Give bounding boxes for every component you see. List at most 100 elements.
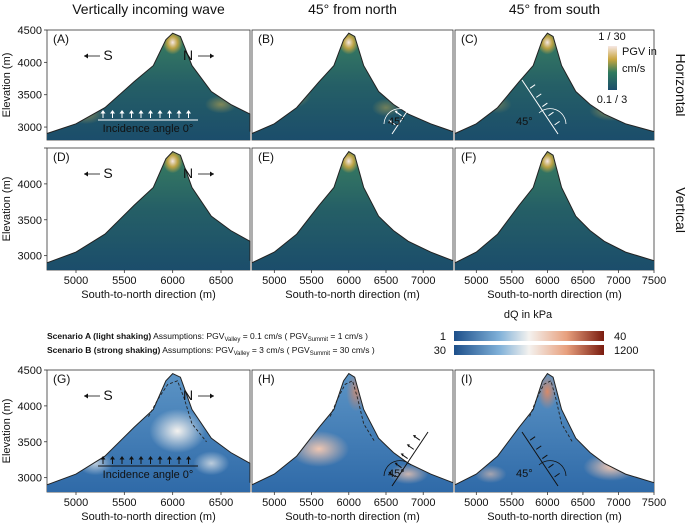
scenario-legend: Scenario A (light shaking) Assumptions: … [47, 331, 375, 357]
wave-arrowhead [157, 110, 163, 114]
wave-arrow [542, 454, 548, 459]
x-tick-label: 6500 [571, 497, 595, 509]
wave-arrowhead [412, 435, 416, 439]
y-tick-label: 3500 [18, 90, 42, 102]
panel-letter-label: (B) [258, 32, 274, 46]
wave-arrowhead [176, 456, 182, 460]
y-tick-label: 4000 [18, 401, 42, 413]
panel-a: (A) 3000 3500 4000 4500 Elevation (m) S N Incide… [1, 25, 251, 141]
panel-letter-label: (G) [53, 372, 70, 386]
y-tick-label: 3500 [18, 215, 42, 227]
angle-label: 45° [388, 116, 405, 128]
terrain-outline [46, 150, 251, 264]
wave-arrowhead [394, 462, 398, 466]
x-tick-label: 5000 [64, 497, 88, 509]
terrain-outline [454, 32, 655, 134]
x-tick-label: 5500 [500, 275, 524, 287]
dq-bar-scenario-a [454, 331, 604, 341]
dq-b-max: 1200 [614, 345, 638, 357]
x-tick-label: 5500 [299, 497, 323, 509]
wave-arrow [548, 463, 554, 469]
panel-letter-label: (E) [258, 150, 274, 164]
y-tick-label: 3500 [18, 437, 42, 449]
dq-a-max: 40 [614, 331, 626, 343]
panel-letter-label: (C) [461, 32, 478, 46]
south-label: S [103, 387, 112, 403]
wave-arrow [390, 472, 396, 478]
wave-arrowhead [186, 456, 191, 460]
terrain-outline [46, 32, 251, 134]
wave-arrow [408, 93, 415, 98]
x-axis-label: South-to-north direction (m) [81, 289, 216, 301]
x-tick-label: 7000 [606, 497, 630, 509]
wave-arrow [390, 120, 396, 126]
x-axis-label: South-to-north direction (m) [81, 511, 216, 523]
panel-letter-label: (F) [461, 150, 476, 164]
x-tick-label: 5000 [64, 275, 88, 287]
terrain-outline [454, 150, 655, 264]
wave-arrow [554, 472, 560, 478]
wave-arrowhead [388, 471, 392, 475]
x-tick-label: 6000 [337, 275, 361, 287]
angle-label: 45° [516, 116, 533, 128]
wave-arrowhead [186, 110, 191, 114]
y-axis-label: Elevation (m) [1, 53, 13, 118]
x-tick-label: 5000 [464, 275, 488, 287]
wavefront-line [521, 79, 559, 135]
row-label-horizontal: Horizontal [673, 53, 685, 116]
x-axis-label: South-to-north direction (m) [285, 511, 420, 523]
x-tick-label: 5000 [464, 497, 488, 509]
x-tick-label: 6000 [160, 497, 184, 509]
wave-arrowhead [129, 110, 134, 114]
dq-bar-scenario-b [454, 345, 604, 355]
y-tick-label: 4000 [18, 179, 42, 191]
y-tick-label: 4000 [18, 57, 42, 69]
south-label: S [103, 47, 112, 63]
wave-arrow [396, 463, 402, 469]
wave-arrowhead [406, 92, 410, 96]
dq-low-zone [193, 451, 230, 476]
south-arrowhead [84, 171, 88, 177]
wave-arrowhead [119, 456, 125, 460]
dq-high-zone [388, 464, 429, 485]
terrain-outline [251, 150, 454, 264]
panel-g: (G) 3000 3500 4000 4500 Elevation (m) 5000 5500… [1, 365, 251, 523]
row-label-vertical: Vertical [673, 187, 685, 233]
wave-arrowhead [100, 456, 106, 460]
south-arrowhead [84, 393, 88, 399]
angle-arc [383, 108, 412, 125]
panel-letter-label: (I) [461, 372, 472, 386]
incidence-label: Incidence angle 0° [103, 469, 194, 481]
scenario-a: Scenario A (light shaking) Assumptions: … [47, 331, 368, 343]
dq-legend-title: dQ in kPa [504, 309, 553, 321]
x-tick-label: 6000 [535, 275, 559, 287]
x-tick-label: 5500 [112, 275, 136, 287]
north-arrowhead [210, 171, 214, 177]
wave-arrow [542, 102, 548, 107]
dq-a-min: 1 [440, 331, 446, 343]
dq-high-zone [537, 373, 558, 410]
pgv-legend-bottom: 0.1 / 3 [597, 94, 628, 106]
dq-b-min: 30 [434, 345, 446, 357]
wave-arrowhead [110, 456, 115, 460]
terrain-outline [454, 372, 655, 486]
wave-arrow [396, 111, 402, 117]
x-tick-label: 5000 [262, 497, 286, 509]
wave-arrowhead [148, 456, 153, 460]
panel-b: (B) 45° [251, 29, 454, 141]
angle-arc [538, 108, 567, 125]
x-axis-label: South-to-north direction (m) [285, 289, 420, 301]
panel-letter-label: (D) [53, 150, 70, 164]
x-tick-label: 5500 [112, 497, 136, 509]
wave-arrow [402, 102, 408, 107]
wave-arrowhead [157, 456, 163, 460]
north-label: N [183, 165, 193, 181]
wave-arrowhead [400, 101, 404, 105]
wave-arrowhead [119, 110, 125, 114]
wave-arrow [529, 84, 536, 89]
x-tick-label: 7000 [606, 275, 630, 287]
dq-high-zone [474, 465, 507, 484]
angle-arc [383, 460, 412, 477]
y-axis-label: Elevation (m) [1, 399, 13, 464]
panel-letter-label: (H) [258, 372, 275, 386]
